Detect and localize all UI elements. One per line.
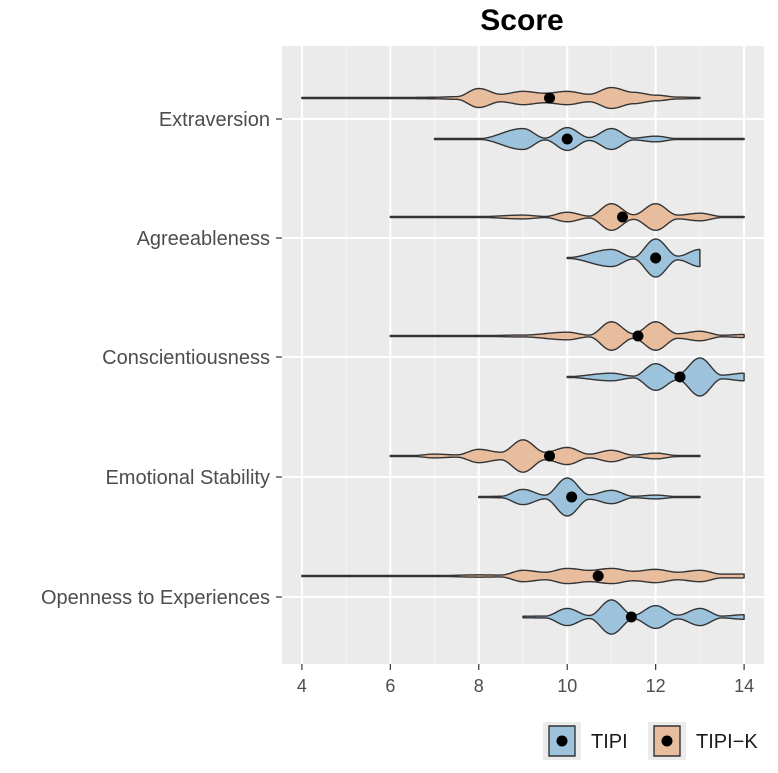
mean-point [592,570,604,582]
x-tick-label: 8 [474,676,484,696]
violin-tipi-3 [478,477,701,517]
y-axis: Extraversion Agreeableness Conscientiousne… [41,109,282,609]
violin-tipi-2 [566,357,745,397]
x-tick-label: 12 [646,676,666,696]
violin-tipik-2 [389,321,745,351]
legend-dot [556,735,568,747]
x-axis: 4 6 8 10 12 14 [297,664,754,696]
mean-point [544,450,556,462]
legend-label: TIPI [591,731,628,753]
chart-title: Score [480,4,563,37]
x-tick-label: 14 [734,676,754,696]
x-tick-label: 6 [385,676,395,696]
violin-tipi-0 [433,126,745,152]
violin-tipik-1 [389,203,745,231]
y-tick-label: Agreeableness [137,228,270,250]
violin-tipik-0 [301,86,701,110]
violin-tipi-1 [566,238,701,278]
mean-point [674,371,686,383]
legend-label: TIPI−K [696,731,758,753]
y-tick-label: Openness to Experiences [41,587,270,609]
y-tick-label: Extraversion [159,109,270,131]
violin-tipik-4 [301,567,745,585]
y-tick-label: Emotional Stability [105,467,270,489]
mean-point [650,252,662,264]
mean-point [632,330,644,342]
mean-point [561,133,573,145]
x-tick-label: 4 [297,676,307,696]
mean-point [566,491,578,503]
mean-point [625,611,637,623]
legend: TIPI TIPI−K [543,722,758,760]
means-layer [544,92,686,623]
legend-dot [661,735,673,747]
x-tick-label: 10 [557,676,577,696]
mean-point [544,92,556,104]
y-tick-label: Conscientiousness [102,347,270,369]
mean-point [616,211,628,223]
